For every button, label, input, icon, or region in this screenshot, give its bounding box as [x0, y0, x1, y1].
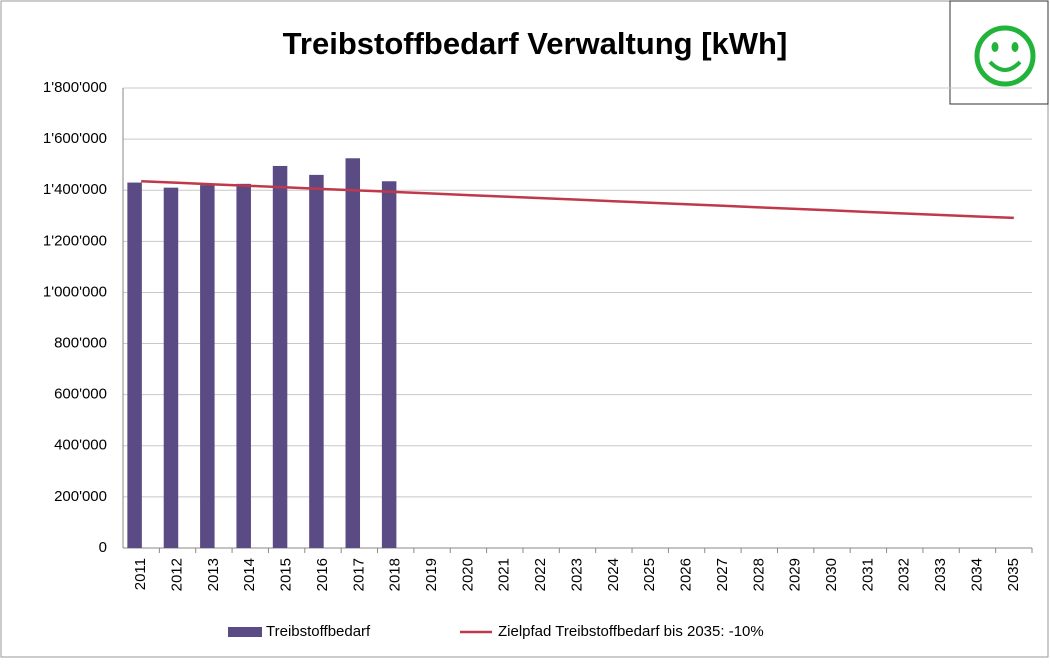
x-tick-label: 2017	[350, 558, 367, 591]
bar	[163, 187, 179, 548]
y-tick-label: 1'000'000	[43, 283, 107, 300]
y-tick-label: 600'000	[54, 386, 107, 403]
bar	[381, 181, 397, 548]
x-tick-label: 2032	[896, 558, 913, 591]
line	[141, 180, 1014, 220]
x-tick-label: 2016	[314, 558, 331, 591]
smiley-eye	[1011, 42, 1019, 52]
x-tick-label: 2034	[968, 558, 985, 591]
x-tick-label: 2035	[1005, 558, 1022, 591]
y-tick-label: 1'600'000	[43, 130, 107, 147]
x-tick-label: 2021	[496, 558, 513, 591]
x-tick-label: 2024	[605, 558, 622, 591]
x-tick-label: 2033	[932, 558, 949, 591]
x-tick-label: 2028	[750, 558, 767, 591]
x-tick-label: 2026	[678, 558, 695, 591]
legend-label: Zielpfad Treibstoffbedarf bis 2035: -10%	[498, 623, 764, 640]
x-tick-label: 2014	[241, 558, 258, 591]
bar	[309, 174, 324, 548]
y-tick-label: 1'400'000	[43, 181, 107, 198]
x-tick-label: 2027	[714, 558, 731, 591]
x-tick-label: 2031	[859, 558, 876, 591]
smiley-eye	[991, 42, 999, 52]
x-tick-label: 2012	[169, 558, 186, 591]
x-tick-label: 2015	[278, 558, 295, 591]
x-tick-label: 2020	[459, 558, 476, 591]
bar	[272, 165, 288, 548]
chart-title: Treibstoffbedarf Verwaltung [kWh]	[283, 26, 788, 61]
x-tick-label: 2030	[823, 558, 840, 591]
y-tick-label: 800'000	[54, 335, 107, 352]
bar	[127, 182, 142, 549]
x-tick-label: 2022	[532, 558, 549, 591]
x-tick-label: 2011	[132, 558, 149, 590]
bar	[200, 185, 215, 548]
x-tick-label: 2013	[205, 558, 222, 591]
smiley-box	[949, 0, 1049, 105]
legend-swatch	[228, 627, 262, 637]
x-tick-label: 2019	[423, 558, 440, 591]
x-tick-label: 2023	[568, 558, 585, 591]
bar	[236, 183, 251, 549]
y-tick-label: 0	[99, 539, 107, 556]
y-tick-label: 400'000	[54, 437, 107, 454]
smiley-mouth	[988, 60, 1022, 72]
bar	[345, 158, 361, 548]
y-tick-label: 200'000	[54, 488, 107, 505]
x-tick-label: 2018	[387, 558, 404, 591]
smiley-face	[974, 25, 1036, 87]
x-tick-label: 2025	[641, 558, 658, 591]
y-tick-label: 1'200'000	[43, 232, 107, 249]
y-tick-label: 1'800'000	[43, 79, 107, 96]
x-tick-label: 2029	[787, 558, 804, 591]
legend-label: Treibstoffbedarf	[266, 623, 371, 640]
